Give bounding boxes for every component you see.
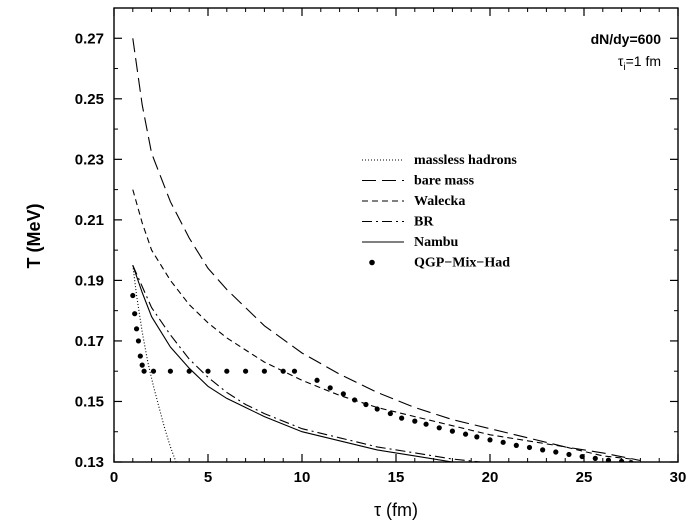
series-qgp-mix-had-point-6	[141, 368, 147, 374]
series-qgp-mix-had-point-0	[130, 292, 136, 299]
x-tick-label-1: 5	[204, 469, 212, 486]
series-qgp-mix-had-point-1	[132, 311, 138, 317]
series-qgp-mix-had-point-32	[513, 442, 519, 448]
annotation-tau-symbol: τ	[618, 53, 624, 69]
axis-tick-labels: 0 5 10 15 20 25 30 0.13 0.15 0.17 0.19 0.21 0.23 0.25…	[75, 30, 687, 486]
series-qgp-mix-had-point-38	[592, 455, 598, 461]
legend: massless hadrons bare mass Walecka BR Nambu Q…	[362, 153, 517, 271]
legend-label-walecka: Walecka	[414, 194, 465, 209]
series-qgp-mix-had-point-28	[462, 431, 469, 437]
legend-label-nambu: Nambu	[414, 235, 459, 250]
y-tick-label-7: 0.27	[75, 30, 104, 47]
series-layer	[130, 38, 641, 462]
series-qgp-mix-had-point-40	[619, 458, 625, 462]
series-qgp-mix-had-point-27	[449, 428, 455, 434]
series-qgp-mix-had-point-29	[474, 434, 480, 440]
annotation-tau-initial: τi=1 fm	[618, 53, 661, 73]
series-qgp-mix-had-point-2	[133, 326, 140, 332]
series-qgp-mix-had-point-3	[135, 338, 142, 344]
series-qgp-mix-had-point-7	[150, 368, 157, 374]
series-nambu-line	[132, 265, 453, 462]
series-qgp-mix-had-point-31	[500, 439, 506, 445]
y-tick-label-6: 0.25	[75, 91, 104, 108]
series-qgp-mix-had-point-25	[423, 421, 429, 427]
series-qgp-mix-had-point-19	[352, 397, 358, 403]
plot-frame	[113, 7, 679, 463]
annotation-tau-value: =1 fm	[626, 53, 661, 69]
series-qgp-mix-had-point-26	[436, 425, 442, 431]
y-tick-label-5: 0.23	[75, 151, 104, 168]
x-tick-label-3: 15	[388, 469, 405, 486]
legend-label-qgp-mix-had: QGP−Mix−Had	[414, 256, 510, 271]
series-qgp-mix-had-point-11	[224, 368, 230, 374]
series-qgp-mix-had-point-37	[579, 453, 585, 460]
series-qgp-mix-had-point-17	[327, 385, 333, 391]
series-qgp-mix-had-point-35	[553, 449, 559, 455]
series-qgp-mix-had-point-14	[280, 368, 286, 374]
series-qgp-mix-had-point-41	[628, 460, 634, 462]
y-tick-label-4: 0.21	[75, 212, 104, 229]
series-qgp-mix-had-point-23	[399, 415, 405, 421]
x-tick-label-6: 30	[670, 469, 687, 486]
series-qgp-mix-had-point-4	[137, 353, 143, 359]
y-tick-label-1: 0.15	[75, 393, 104, 410]
series-qgp-mix-had-point-20	[363, 401, 369, 408]
annotation-dndy: dN/dy=600	[591, 31, 662, 47]
y-tick-label-0: 0.13	[75, 454, 104, 471]
series-qgp-mix-had-point-21	[374, 406, 380, 412]
x-tick-label-4: 20	[482, 469, 499, 486]
series-qgp-mix-had-point-22	[387, 410, 393, 417]
legend-label-br: BR	[414, 215, 434, 230]
series-qgp-mix-had-point-16	[314, 377, 320, 383]
series-qgp-mix-had-point-5	[139, 362, 145, 368]
y-tick-label-3: 0.19	[75, 272, 104, 289]
series-qgp-mix-had-point-13	[261, 368, 267, 374]
y-tick-label-2: 0.17	[75, 333, 104, 350]
legend-label-massless-hadrons: massless hadrons	[414, 153, 517, 168]
series-br-line	[132, 265, 481, 462]
annotation-tau-subscript: i	[623, 62, 625, 73]
x-axis-title: τ (fm)	[374, 500, 418, 520]
series-qgp-mix-had-point-34	[540, 447, 546, 453]
series-massless-hadrons-line	[132, 265, 177, 462]
series-qgp-mix-had-point-12	[243, 368, 249, 374]
series-qgp-mix-had-point-8	[167, 368, 173, 374]
series-qgp-mix-had-point-36	[566, 451, 572, 458]
series-bare-mass-line	[132, 38, 641, 462]
series-qgp-mix-had-point-30	[487, 437, 493, 443]
series-qgp-mix-had-point-39	[605, 457, 612, 462]
x-tick-label-2: 10	[294, 469, 311, 486]
series-qgp-mix-had-point-9	[186, 368, 192, 374]
series-qgp-mix-had-point-15	[291, 368, 298, 374]
legend-label-bare-mass: bare mass	[414, 174, 475, 189]
y-axis-title: T (MeV)	[24, 203, 44, 268]
x-tick-label-5: 25	[576, 469, 593, 486]
series-qgp-mix-had-point-33	[526, 444, 533, 451]
series-qgp-mix-had-point-10	[205, 368, 211, 374]
series-qgp-mix-had-point-18	[340, 391, 346, 397]
legend-swatch-qgp-mix-had	[369, 259, 375, 266]
series-walecka-line	[132, 189, 632, 460]
series-qgp-mix-had-point-24	[412, 418, 418, 424]
x-tick-label-0: 0	[110, 469, 118, 486]
axis-ticks	[113, 8, 679, 463]
